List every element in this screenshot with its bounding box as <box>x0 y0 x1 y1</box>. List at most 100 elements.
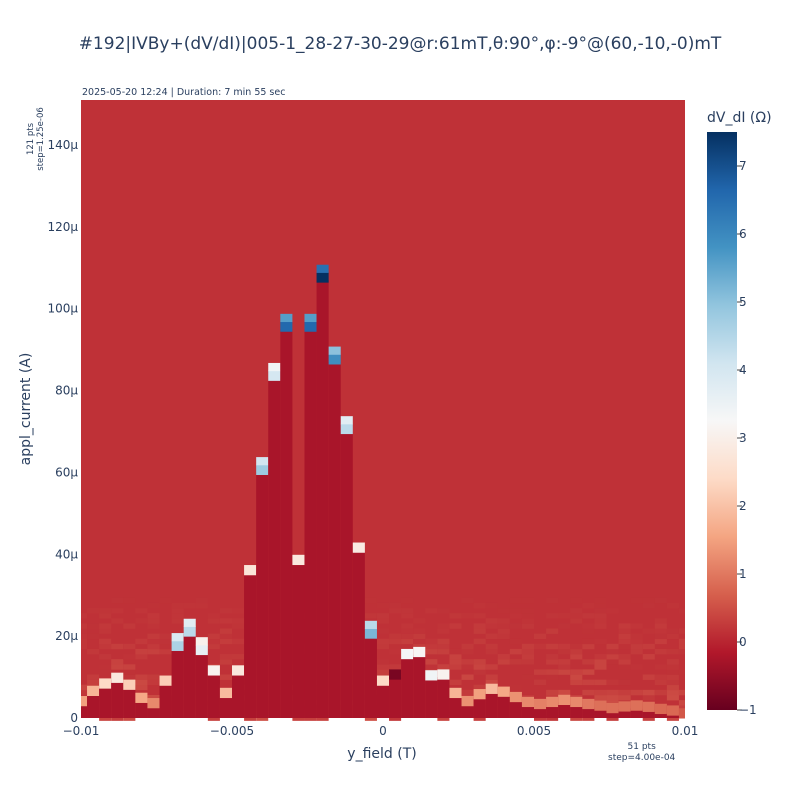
heatmap-cell <box>473 696 486 718</box>
heatmap-cell <box>280 321 293 332</box>
heatmap-cell <box>630 623 643 629</box>
heatmap-cell <box>389 608 402 614</box>
heatmap-cell <box>509 691 522 703</box>
heatmap-cell <box>473 613 486 619</box>
heatmap-cell <box>413 638 426 645</box>
heatmap-cell <box>437 643 450 650</box>
heatmap-cell <box>207 665 220 676</box>
heatmap-cell <box>207 618 220 624</box>
heatmap-cell <box>376 659 390 665</box>
heatmap-cell <box>570 704 583 718</box>
heatmap-cell <box>594 623 607 629</box>
heatmap-cell <box>618 694 631 701</box>
heatmap-cell <box>425 664 438 670</box>
heatmap-cell <box>582 613 595 619</box>
heatmap-cell <box>630 633 643 640</box>
heatmap-cell <box>183 626 196 637</box>
heatmap-cell <box>328 346 341 355</box>
heatmap-cell <box>304 313 317 323</box>
heatmap-cell <box>509 659 522 665</box>
heatmap-cell <box>618 659 631 665</box>
heatmap-cell <box>256 464 269 475</box>
heatmap-cell <box>232 672 245 718</box>
heatmap-cell <box>461 659 474 665</box>
heatmap-cell <box>111 618 124 624</box>
colorbar-tick-label: 3 <box>739 431 747 445</box>
heatmap-cell <box>232 618 245 624</box>
heatmap-cell <box>630 700 643 711</box>
heatmap-cell <box>521 696 534 708</box>
heatmap-cell <box>147 679 160 686</box>
x-tick-label: 0 <box>379 724 387 738</box>
heatmap-cell <box>135 654 148 660</box>
heatmap-cell <box>654 628 667 634</box>
heatmap-cell <box>135 700 148 718</box>
heatmap-cell <box>147 674 160 680</box>
heatmap-cell <box>195 602 208 609</box>
heatmap-cell <box>521 613 534 619</box>
heatmap-cell <box>570 648 583 655</box>
heatmap-cell <box>497 628 510 634</box>
heatmap-cell <box>461 613 474 619</box>
heatmap-cell <box>207 715 220 721</box>
heatmap-cell <box>232 654 245 660</box>
heatmap-cell <box>147 705 160 718</box>
heatmap-cell <box>389 664 402 670</box>
heatmap-cell <box>376 683 390 718</box>
heatmap-cell <box>123 623 136 629</box>
heatmap-cell <box>582 669 595 675</box>
heatmap-cell <box>509 648 522 655</box>
heatmap-cell <box>437 623 450 629</box>
heatmap-cell <box>304 329 317 718</box>
heatmap-cell <box>304 715 317 721</box>
heatmap-cell <box>570 674 583 680</box>
heatmap-cell <box>473 689 486 700</box>
heatmap-cell <box>219 633 232 640</box>
heatmap-cell <box>558 702 571 718</box>
heatmap-cell <box>111 643 124 650</box>
heatmap-cell <box>678 608 685 614</box>
heatmap-cell <box>219 628 232 634</box>
heatmap-cell <box>437 638 450 645</box>
heatmap-cell <box>99 686 112 718</box>
heatmap-cell <box>219 695 232 718</box>
heatmap-cell <box>666 684 679 691</box>
heatmap-cell <box>678 643 685 650</box>
heatmap-cell <box>316 280 329 718</box>
heatmap-cell <box>678 708 685 719</box>
heatmap-cell <box>401 597 414 604</box>
heatmap-cell <box>630 643 643 650</box>
heatmap-cell <box>81 689 88 696</box>
heatmap-cell <box>594 602 607 609</box>
heatmap-cell <box>534 715 547 721</box>
heatmap-cell <box>654 674 667 680</box>
heatmap-cell <box>328 354 341 365</box>
heatmap-cell <box>389 715 402 721</box>
heatmap-cell <box>630 597 643 604</box>
heatmap-cell <box>99 638 112 645</box>
heatmap-cell <box>81 623 88 629</box>
heatmap-cell <box>497 659 510 665</box>
heatmap-cell <box>546 704 559 718</box>
heatmap-cell <box>352 550 365 718</box>
heatmap-cell <box>147 643 160 650</box>
heatmap-cell <box>376 618 390 624</box>
heatmap-cell <box>425 659 438 665</box>
heatmap-cell <box>546 689 559 696</box>
heatmap-cell <box>171 640 184 651</box>
heatmap-cell <box>389 648 402 655</box>
heatmap-cells <box>81 100 685 721</box>
x-tick-label: 0.005 <box>517 724 551 738</box>
heatmap-cell <box>425 648 438 655</box>
heatmap-cell <box>618 643 631 650</box>
heatmap-cell <box>485 623 498 629</box>
heatmap-cell <box>159 643 172 650</box>
colorbar-title: dV_dI (Ω) <box>707 110 772 126</box>
heatmap-cell <box>461 696 474 707</box>
y-tick-label: 60μ <box>55 465 78 479</box>
heatmap-cell <box>497 608 510 614</box>
heatmap-cell <box>449 648 462 655</box>
heatmap-cell <box>666 705 679 716</box>
heatmap-cell <box>280 329 293 718</box>
